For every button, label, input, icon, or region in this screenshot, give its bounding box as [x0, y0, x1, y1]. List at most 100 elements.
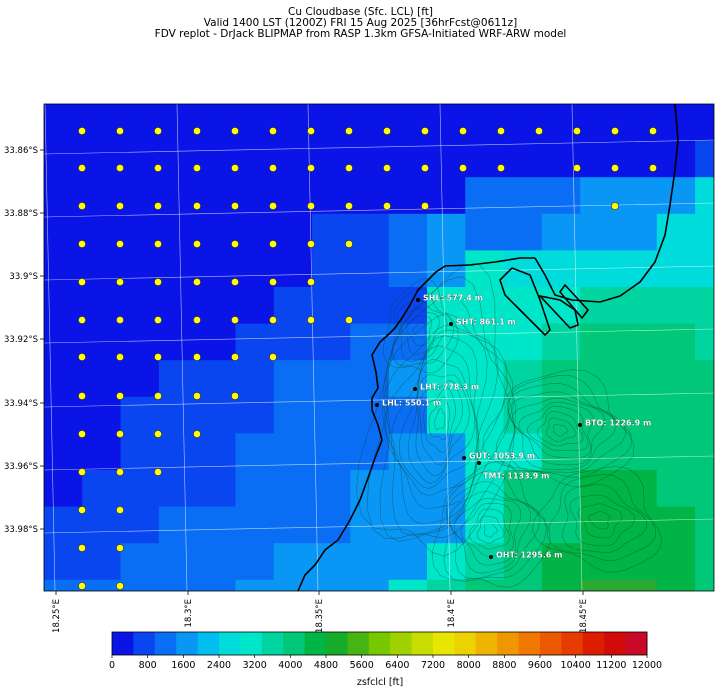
grid-cell — [273, 579, 313, 591]
colorbar-swatch — [347, 632, 370, 655]
colorbar-swatch — [433, 632, 455, 655]
cumulus-dot — [78, 468, 86, 476]
cumulus-dot — [193, 430, 201, 438]
grid-cell — [503, 470, 543, 508]
grid-cell — [312, 177, 351, 215]
grid-cell — [656, 213, 696, 251]
colorbar-tick-label: 800 — [139, 660, 157, 671]
grid-cell — [656, 506, 696, 544]
grid-cell — [312, 140, 351, 178]
grid-cell — [312, 213, 351, 251]
cumulus-dot — [345, 127, 353, 135]
grid-cell — [197, 250, 237, 288]
cumulus-dot — [383, 127, 391, 135]
station-point-oht — [489, 555, 493, 559]
grid-cell — [388, 396, 428, 434]
grid-cell — [656, 433, 696, 471]
latitude-gridline — [44, 392, 714, 408]
grid-cell — [273, 396, 313, 434]
grid-cell — [120, 470, 160, 508]
grid-cell — [541, 579, 581, 591]
cumulus-dot — [154, 468, 162, 476]
cumulus-dot — [116, 316, 124, 324]
cumulus-dot — [116, 430, 124, 438]
contour-line — [355, 262, 516, 557]
grid-cell — [197, 360, 237, 398]
grid-cell — [465, 213, 505, 251]
cumulus-dot — [307, 202, 315, 210]
grid-cell — [388, 543, 428, 581]
grid-cell — [465, 140, 505, 178]
cumulus-dot — [78, 240, 86, 248]
grid-cell — [350, 250, 390, 288]
contour-line — [381, 324, 499, 525]
cumulus-dot — [269, 316, 277, 324]
colorbar-tick-label: 8000 — [457, 660, 481, 671]
coastline-east — [534, 104, 679, 303]
grid-cell — [44, 104, 83, 142]
cumulus-dot — [611, 202, 619, 210]
cumulus-dot — [421, 164, 429, 172]
grid-cell — [618, 360, 658, 398]
grid-cell — [120, 543, 160, 581]
cumulus-dot — [193, 278, 201, 286]
grid-cell — [503, 433, 543, 471]
contour-line — [379, 295, 514, 542]
colorbar-label: zsfclcl [ft] — [357, 677, 403, 688]
colorbar-swatch — [518, 632, 541, 655]
cumulus-dot — [154, 392, 162, 400]
grid-cell — [580, 470, 620, 508]
grid-cell — [580, 396, 620, 434]
cumulus-dot — [116, 353, 124, 361]
longitude-tick-label: 18.4°E — [447, 599, 457, 628]
colorbar-tick-label: 2400 — [207, 660, 231, 671]
grid-cell — [388, 579, 428, 591]
grid-cell — [388, 213, 428, 251]
contour-line — [460, 502, 514, 557]
cumulus-dot — [116, 202, 124, 210]
cumulus-dot — [78, 506, 86, 514]
grid-cell — [312, 506, 351, 544]
latitude-tick-label: 33.92°S — [4, 335, 38, 345]
contour-line — [531, 466, 663, 573]
longitude-tick-label: 18.35°E — [315, 599, 325, 633]
latitude-gridline — [44, 328, 714, 344]
grid-cell — [388, 250, 428, 288]
cumulus-dot — [307, 164, 315, 172]
grid-cell — [197, 579, 237, 591]
cumulus-dot — [154, 316, 162, 324]
longitude-tick-label: 18.3°E — [184, 599, 194, 628]
grid-cell — [503, 323, 543, 361]
contour-line — [431, 460, 551, 588]
grid-cell — [120, 213, 160, 251]
cloudbase-grid — [44, 104, 714, 591]
grid-cell — [656, 360, 696, 398]
grid-cell — [695, 396, 714, 434]
grid-cell — [695, 579, 714, 591]
longitude-tick-label: 18.25°E — [52, 599, 62, 633]
terrain-contours — [355, 262, 663, 588]
grid-cell — [618, 506, 658, 544]
grid-cell — [580, 506, 620, 544]
contour-line — [577, 503, 623, 539]
harbour-outline — [537, 294, 579, 329]
latitude-gridline — [44, 265, 714, 281]
contour-line — [366, 276, 516, 540]
cumulus-dot — [269, 164, 277, 172]
cumulus-dot — [116, 164, 124, 172]
grid-cell — [235, 287, 275, 325]
colorbar-tick-label: 3200 — [243, 660, 267, 671]
grid-cell — [541, 543, 581, 581]
cumulus-dot — [116, 278, 124, 286]
grid-cell — [695, 470, 714, 508]
grid-cell — [350, 543, 390, 581]
station-markers: SHL: 577.4 m SHT: 861.1 m LHT: 778.3 m LHL:… — [375, 293, 652, 560]
station-point-shl — [416, 298, 420, 302]
grid-cell — [618, 396, 658, 434]
cumulus-dot — [154, 430, 162, 438]
grid-cell — [656, 287, 696, 325]
latitude-tick-label: 33.88°S — [4, 209, 38, 219]
grid-cell — [82, 579, 122, 591]
grid-cell — [197, 287, 237, 325]
cumulus-dot — [193, 127, 201, 135]
